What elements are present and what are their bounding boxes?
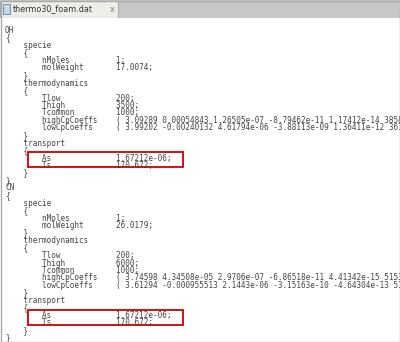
Text: Tlow            200;: Tlow 200; xyxy=(5,93,134,103)
Text: Tlow            200;: Tlow 200; xyxy=(5,251,134,260)
Text: highCpCoeffs    ( 3.74598 4.34508e-05 2.9706e-07 -6.86518e-11 4.41342e-15 51536.: highCpCoeffs ( 3.74598 4.34508e-05 2.970… xyxy=(5,274,400,282)
Bar xyxy=(0,0,400,18)
Text: nMoles          1;: nMoles 1; xyxy=(5,56,125,65)
Text: }: } xyxy=(5,169,28,177)
Text: }: } xyxy=(5,131,28,140)
Text: x: x xyxy=(110,4,115,13)
Text: thermodynamics: thermodynamics xyxy=(5,236,88,245)
Text: As              1.67212e-06;: As 1.67212e-06; xyxy=(5,154,172,162)
Text: }: } xyxy=(5,176,10,185)
Text: Tcommon         1000;: Tcommon 1000; xyxy=(5,108,139,118)
Text: }: } xyxy=(5,228,28,237)
Text: transport: transport xyxy=(5,296,65,305)
Text: Ts              170.672;: Ts 170.672; xyxy=(5,161,153,170)
Text: OH: OH xyxy=(5,26,14,35)
Text: CN: CN xyxy=(5,184,14,193)
Text: {: { xyxy=(5,303,28,313)
Text: Tcommon         1000;: Tcommon 1000; xyxy=(5,266,139,275)
Text: Thigh           3500;: Thigh 3500; xyxy=(5,101,139,110)
Text: nMoles          1;: nMoles 1; xyxy=(5,213,125,223)
Text: Thigh           6000;: Thigh 6000; xyxy=(5,259,139,267)
Text: thermodynamics: thermodynamics xyxy=(5,79,88,88)
Text: thermo30_foam.dat: thermo30_foam.dat xyxy=(13,4,93,13)
Bar xyxy=(0,1,118,18)
Text: {: { xyxy=(5,86,28,95)
Bar xyxy=(3,4,10,14)
Text: molWeight       17.0074;: molWeight 17.0074; xyxy=(5,64,153,73)
Text: {: { xyxy=(5,146,28,155)
Text: }: } xyxy=(5,333,10,342)
Text: }: } xyxy=(5,289,28,298)
Text: transport: transport xyxy=(5,139,65,147)
Text: {: { xyxy=(5,244,28,252)
Bar xyxy=(28,152,183,167)
Text: lowCpCoeffs     ( 3.99202 -0.00240132 4.61794e-06 -3.88113e-09 1.36411e-12 3615.: lowCpCoeffs ( 3.99202 -0.00240132 4.6179… xyxy=(5,123,400,132)
Text: }: } xyxy=(5,71,28,80)
Text: }: } xyxy=(5,326,28,335)
Text: {: { xyxy=(5,191,10,200)
Text: highCpCoeffs    ( 3.09289 0.00054843 1.26505e-07 -8.79462e-11 1.17412e-14 3858.6: highCpCoeffs ( 3.09289 0.00054843 1.2650… xyxy=(5,116,400,125)
Text: lowCpCoeffs     ( 3.61294 -0.000955513 2.1443e-06 -3.15163e-10 -4.64304e-13 5170: lowCpCoeffs ( 3.61294 -0.000955513 2.144… xyxy=(5,281,400,290)
Text: {: { xyxy=(5,206,28,215)
Text: As              1.67212e-06;: As 1.67212e-06; xyxy=(5,311,172,320)
Text: {: { xyxy=(5,49,28,57)
Text: molWeight       26.0179;: molWeight 26.0179; xyxy=(5,221,153,230)
Text: Ts              170.672;: Ts 170.672; xyxy=(5,318,153,328)
Text: specie: specie xyxy=(5,198,51,208)
Bar xyxy=(28,310,183,325)
Text: specie: specie xyxy=(5,41,51,50)
Text: {: { xyxy=(5,34,10,42)
